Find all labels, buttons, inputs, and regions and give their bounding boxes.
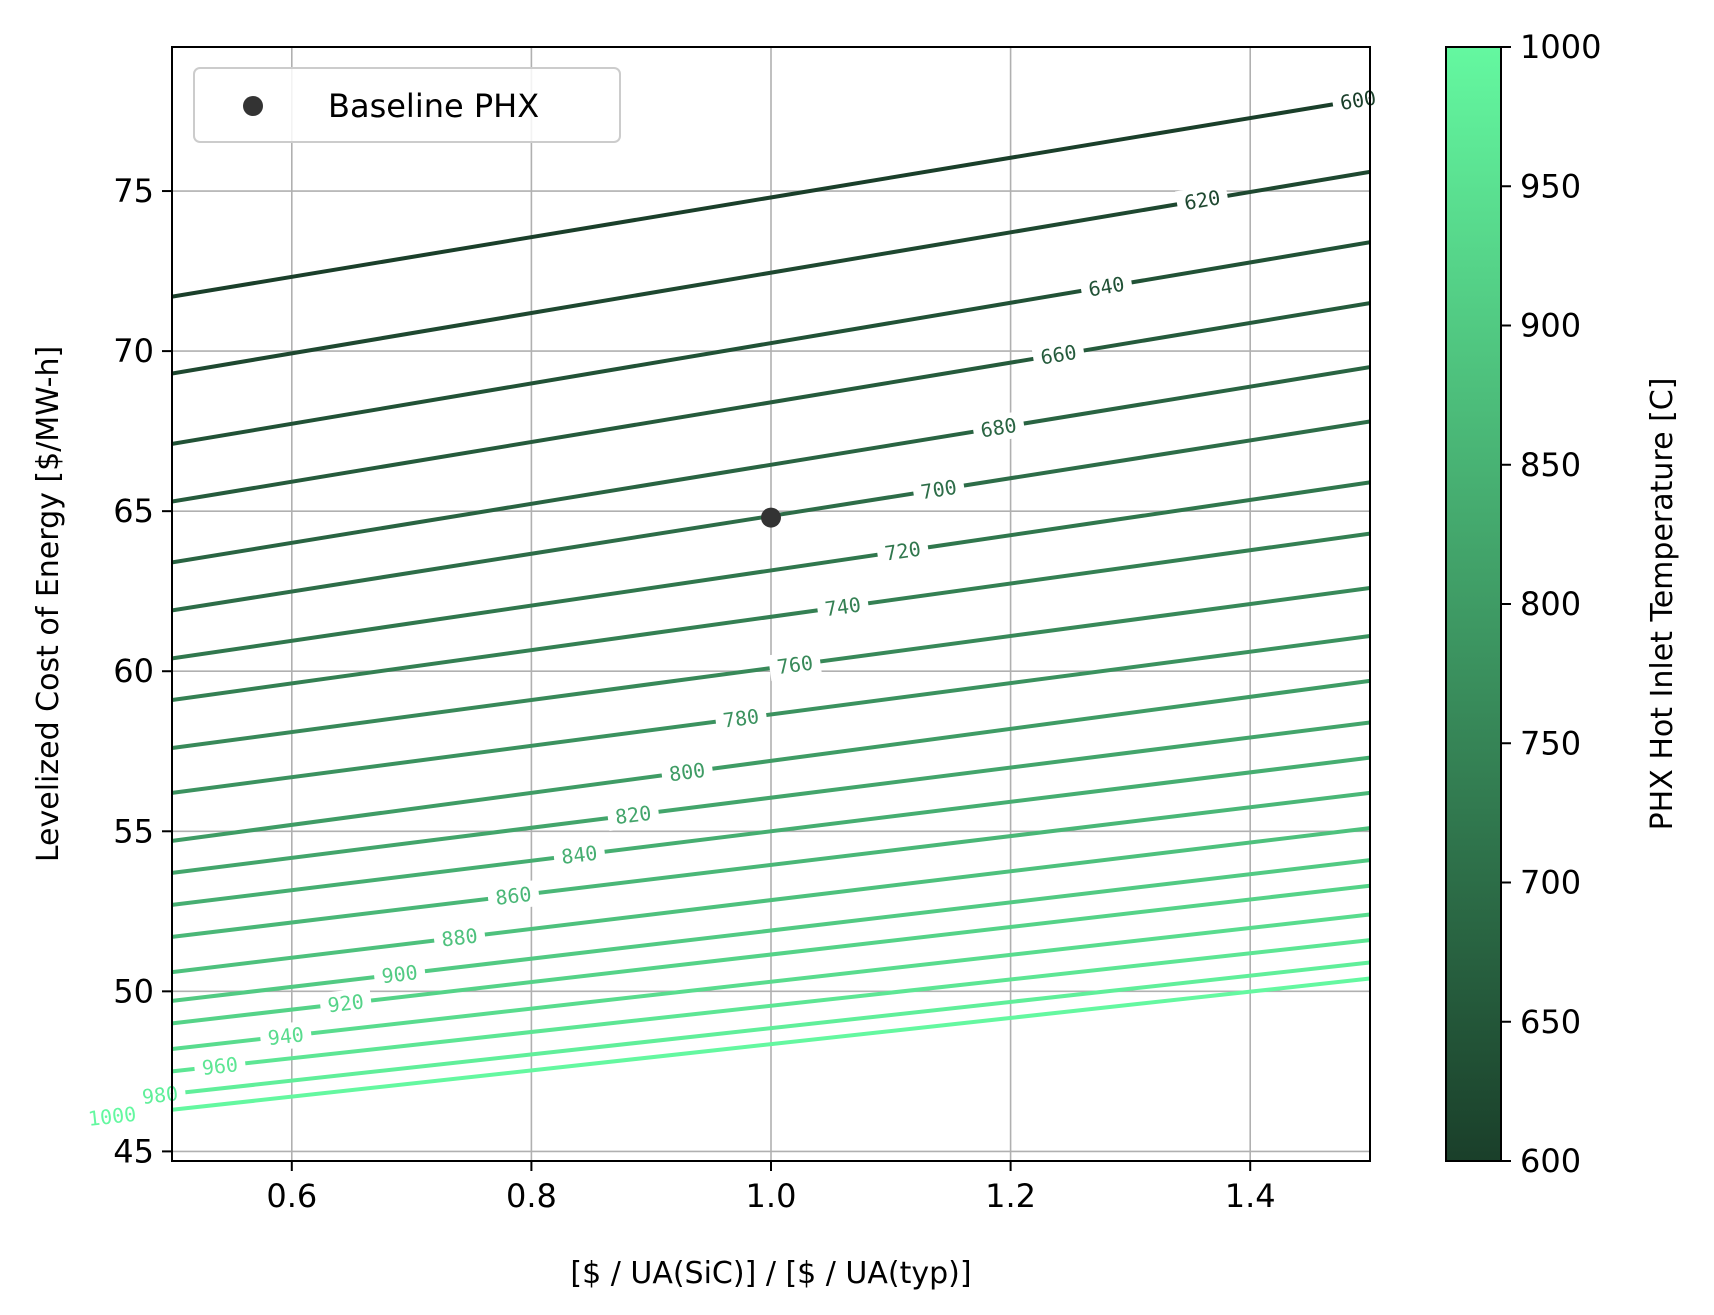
contour-label-bg-620	[1174, 183, 1230, 218]
contour-label-bg-960	[193, 1050, 247, 1082]
contour-label-800: 800	[668, 758, 707, 787]
y-tick-label-1: 50	[113, 972, 154, 1010]
contour-line-740	[172, 531, 1370, 703]
x-tick-label-0: 0.6	[266, 1177, 317, 1215]
contour-label-bg-900	[372, 958, 427, 991]
contour-label-760: 760	[775, 651, 814, 680]
contour-label-bg-1000	[78, 1099, 146, 1133]
contour-line-640	[172, 240, 1370, 446]
contour-label-920: 920	[326, 989, 365, 1017]
contour-label-bg-600	[1330, 83, 1386, 118]
contour-label-940: 940	[267, 1022, 306, 1050]
legend: Baseline PHX	[193, 67, 621, 143]
x-axis-label: [$ / UA(SiC)] / [$ / UA(typ)]	[570, 1256, 971, 1291]
contour-line-980	[172, 960, 1370, 1096]
contour-line-780	[172, 634, 1370, 795]
contour-label-bg-660	[1031, 337, 1086, 372]
contour-label-620: 620	[1182, 185, 1222, 215]
y-tick-label-5: 70	[113, 332, 154, 370]
contour-line-880	[172, 826, 1370, 975]
legend-box	[193, 67, 621, 143]
x-axis-ticks: 0.6 0.8 1.0 1.2 1.4	[266, 1161, 1276, 1215]
y-tick-label-4: 65	[113, 492, 154, 530]
contour-line-900	[172, 858, 1370, 1003]
contour-label-bg-980	[133, 1079, 187, 1111]
colorbar-tick-label-2: 700	[1520, 864, 1581, 902]
contour-label-720: 720	[883, 537, 922, 566]
contour-label-bg-840	[552, 838, 607, 871]
y-axis-ticks: 45 50 55 60 65 70 75	[113, 172, 172, 1170]
y-axis-label: Levelized Cost of Energy [$/MW-h]	[31, 346, 66, 862]
contour-label-740: 740	[823, 592, 862, 621]
contour-line-600	[172, 96, 1370, 299]
colorbar-tick-label-4: 800	[1520, 585, 1581, 623]
colorbar-tick-label-3: 750	[1520, 724, 1581, 762]
contour-line-820	[172, 720, 1370, 875]
colorbar-tick-label-0: 600	[1520, 1142, 1581, 1180]
baseline-marker-layer	[761, 507, 781, 528]
contour-line-800	[172, 678, 1370, 843]
x-tick-label-3: 1.2	[985, 1177, 1036, 1215]
legend-entry-baseline: Baseline PHX	[328, 87, 539, 125]
baseline-phx-point	[761, 507, 781, 528]
contour-label-bg-720	[875, 534, 930, 568]
contour-label-bg-640	[1079, 269, 1134, 304]
contour-line-920	[172, 883, 1370, 1026]
contour-label-bg-820	[606, 798, 661, 832]
contour-label-bg-880	[432, 921, 487, 954]
contour-label-640: 640	[1087, 272, 1127, 302]
contour-line-680	[172, 365, 1370, 565]
contour-line-960	[172, 938, 1370, 1074]
y-tick-label-0: 45	[113, 1132, 154, 1170]
x-tick-label-2: 1.0	[746, 1177, 797, 1215]
colorbar-label: PHX Hot Inlet Temperature [C]	[1645, 378, 1680, 831]
contour-line-860	[172, 790, 1370, 939]
colorbar: 600 650 700 750 800 850 900 950 1000 PHX Hot Inl…	[1445, 28, 1680, 1180]
contour-label-820: 820	[614, 801, 653, 829]
contour-label-700: 700	[919, 475, 958, 504]
contour-label-bg-860	[486, 879, 541, 912]
contour-label-bg-700	[911, 472, 966, 507]
colorbar-tick-label-7: 950	[1520, 167, 1581, 205]
contour-label-780: 780	[722, 704, 761, 732]
contour-label-840: 840	[560, 841, 599, 869]
contour-label-bg-780	[714, 702, 769, 735]
contour-label-bg-800	[660, 755, 715, 789]
contour-line-720	[172, 480, 1370, 661]
contour-line-940	[172, 912, 1370, 1051]
contour-label-900: 900	[380, 960, 419, 988]
colorbar-tick-label-8: 1000	[1520, 28, 1601, 66]
contour-line-840	[172, 755, 1370, 907]
contour-label-bg-740	[815, 590, 870, 624]
contour-label-bg-920	[318, 987, 373, 1020]
y-tick-label-6: 75	[113, 172, 154, 210]
contour-labels: 600 620 640 660 680 700 720 740 760 780 800 820 840 8…	[78, 83, 1386, 1133]
contour-label-bg-680	[971, 410, 1026, 445]
contour-label-680: 680	[979, 413, 1019, 442]
x-tick-label-4: 1.4	[1225, 1177, 1276, 1215]
colorbar-tick-label-1: 650	[1520, 1003, 1581, 1041]
contour-label-860: 860	[494, 882, 533, 910]
contour-label-bg-940	[259, 1020, 313, 1052]
contour-label-660: 660	[1039, 340, 1079, 370]
colorbar-tick-label-6: 900	[1520, 307, 1581, 345]
x-tick-label-1: 0.8	[506, 1177, 557, 1215]
contour-label-880: 880	[440, 923, 479, 951]
colorbar-ticks: 600 650 700 750 800 850 900 950 1000	[1501, 28, 1601, 1180]
colorbar-gradient	[1445, 46, 1502, 1162]
contour-label-600: 600	[1338, 85, 1378, 115]
legend-marker-baseline	[243, 96, 263, 116]
colorbar-tick-label-5: 850	[1520, 446, 1581, 484]
y-tick-label-2: 55	[113, 812, 154, 850]
y-tick-label-3: 60	[113, 652, 154, 690]
contour-line-1000	[172, 976, 1370, 1112]
contour-line-660	[172, 301, 1370, 504]
contour-label-960: 960	[201, 1052, 240, 1080]
contour-line-620	[172, 169, 1370, 376]
contour-label-1000: 1000	[87, 1102, 137, 1131]
contour-label-980: 980	[141, 1081, 180, 1109]
contour-label-bg-760	[767, 648, 822, 682]
